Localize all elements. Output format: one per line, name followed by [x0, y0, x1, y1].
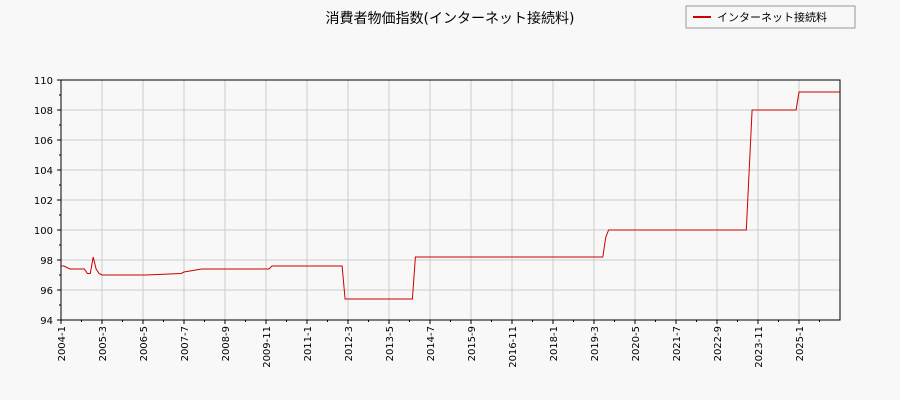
- x-tick-label: 2014-7: [426, 326, 437, 361]
- x-axis: 2004-1 2005-3 2006-5 2007-7 2008-9 2009-11 201…: [57, 320, 820, 368]
- x-tick-label: 2006-5: [139, 326, 150, 361]
- x-tick-label: 2018-1: [549, 326, 560, 361]
- x-tick-label: 2023-11: [754, 326, 765, 368]
- legend: インターネット接続料: [685, 5, 856, 29]
- y-tick-label: 108: [34, 106, 53, 117]
- x-tick-label: 2020-5: [631, 326, 642, 361]
- x-tick-label: 2022-9: [713, 326, 724, 361]
- x-tick-label: 2021-7: [672, 326, 683, 361]
- legend-box: [685, 5, 856, 29]
- x-tick-label: 2013-5: [385, 326, 396, 361]
- x-tick-label: 2025-1: [795, 326, 806, 361]
- series-layer: [61, 91, 840, 300]
- x-tick-label: 2009-11: [262, 326, 273, 368]
- y-tick-label: 100: [34, 226, 53, 237]
- x-tick-label: 2016-11: [508, 326, 519, 368]
- x-tick-label: 2011-1: [303, 326, 314, 361]
- x-tick-label: 2015-9: [467, 326, 478, 361]
- x-tick-label: 2008-9: [221, 326, 232, 361]
- chart-title: 消費者物価指数(インターネット接続料): [326, 10, 575, 27]
- x-tick-label: 2019-3: [590, 326, 601, 361]
- y-tick-label: 106: [34, 136, 53, 147]
- y-tick-label: 98: [40, 256, 53, 267]
- y-tick-label: 110: [34, 76, 53, 87]
- x-tick-label: 2004-1: [57, 326, 68, 361]
- y-tick-label: 104: [34, 166, 53, 177]
- y-axis: 94 96 98 100 102 104 106 108 110: [34, 76, 61, 327]
- x-tick-label: 2012-3: [344, 326, 355, 361]
- series-line: [61, 91, 840, 300]
- x-tick-label: 2005-3: [98, 326, 109, 361]
- legend-label: インターネット接続料: [717, 10, 827, 24]
- y-tick-label: 96: [40, 286, 53, 297]
- x-tick-label: 2007-7: [180, 326, 191, 361]
- y-tick-label: 102: [34, 196, 53, 207]
- grid: [60, 79, 840, 321]
- y-tick-label: 94: [40, 316, 53, 327]
